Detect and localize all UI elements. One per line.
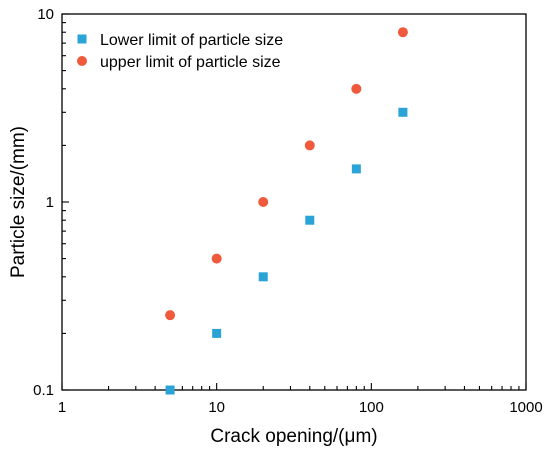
axis-ticks [61, 13, 527, 391]
x-tick-label: 100 [359, 399, 384, 416]
lower-limit-point [398, 107, 408, 117]
x-tick-label: 1 [58, 399, 66, 416]
lower-limit-point [351, 164, 361, 174]
upper-limit-point [397, 27, 408, 38]
y-tick-label: 0.1 [33, 382, 54, 399]
lower-limit-point [165, 385, 175, 395]
legend-circle-marker [77, 56, 87, 66]
y-tick-label: 1 [46, 194, 54, 211]
legend-label: upper limit of particle size [100, 54, 281, 71]
upper-limit-point [211, 253, 222, 264]
lower-limit-point [212, 328, 222, 338]
x-axis-label: Crack opening/(μm) [210, 426, 377, 447]
y-tick-label: 10 [37, 6, 54, 23]
legend-label: Lower limit of particle size [100, 32, 283, 49]
data-points [165, 27, 408, 395]
y-axis-label: Particle size/(mm) [8, 126, 29, 278]
x-tick-label: 1000 [509, 399, 542, 416]
lower-limit-point [258, 272, 268, 282]
upper-limit-point [304, 140, 315, 151]
lower-limit-point [305, 215, 315, 225]
upper-limit-point [165, 310, 176, 321]
upper-limit-point [258, 197, 269, 207]
x-tick-label: 10 [208, 399, 225, 416]
legend: Lower limit of particle size upper limit … [77, 32, 283, 71]
legend-square-marker [77, 34, 87, 44]
upper-limit-point [351, 83, 362, 94]
